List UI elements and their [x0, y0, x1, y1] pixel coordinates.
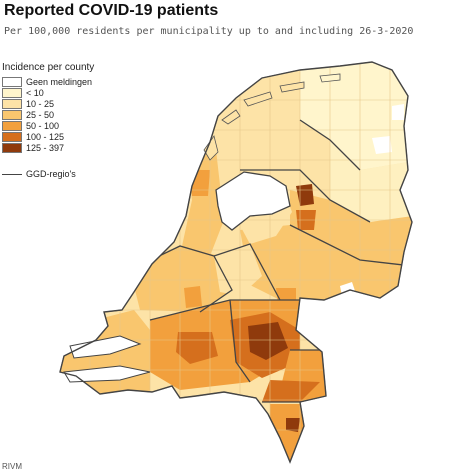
wadden-island-terschelling — [243, 91, 273, 107]
region-brabant-core — [248, 322, 288, 360]
westerschelde-water — [63, 365, 151, 383]
legend-label: 100 - 125 — [26, 131, 65, 142]
legend-label: 10 - 25 — [26, 98, 55, 109]
legend-swatch — [2, 98, 22, 109]
legend: Incidence per county Geen meldingen < 10… — [2, 62, 94, 179]
map-subtitle: Per 100,000 residents per municipality u… — [4, 26, 414, 37]
hotspot-south-holland — [184, 286, 202, 308]
legend-swatch — [2, 142, 22, 153]
netherlands-outline — [59, 61, 413, 464]
region-limburg-hotspot — [286, 418, 300, 432]
legend-swatch — [2, 120, 22, 131]
oosterschelde-water — [69, 335, 142, 359]
boundary-line-swatch — [2, 173, 22, 175]
legend-label: Geen meldingen — [26, 76, 93, 87]
municipality-no-reports-1 — [372, 136, 392, 154]
legend-label: < 10 — [26, 87, 44, 98]
legend-item-ggd-boundary: GGD-regio's — [2, 169, 94, 179]
legend-item-50-100: 50 - 100 — [2, 120, 94, 131]
hotspot-utrecht — [276, 288, 296, 304]
region-limburg-mid — [262, 380, 320, 402]
ijsselmeer-water — [215, 171, 291, 231]
wadden-island-vlieland — [221, 109, 241, 125]
legend-label: 25 - 50 — [26, 109, 55, 120]
legend-swatch — [2, 131, 22, 142]
legend-label: 50 - 100 — [26, 120, 60, 131]
legend-item-25-50: 25 - 50 — [2, 109, 94, 120]
municipality-no-reports-2 — [392, 104, 404, 120]
legend-item-lt10: < 10 — [2, 87, 94, 98]
legend-label: 125 - 397 — [26, 142, 65, 153]
legend-item-10-25: 10 - 25 — [2, 98, 94, 109]
region-drenthe — [330, 140, 412, 222]
legend-swatch — [2, 76, 22, 87]
wadden-island-ameland — [279, 81, 305, 93]
legend-title: Incidence per county — [2, 62, 95, 73]
region-zuid-holland — [130, 246, 232, 312]
legend-swatch — [2, 109, 22, 120]
legend-item-125-397: 125 - 397 — [2, 142, 94, 153]
municipality-layer — [60, 62, 412, 462]
ggd-region-boundaries — [129, 119, 412, 403]
legend-swatch — [2, 87, 22, 98]
source-credit: RIVM — [2, 462, 22, 471]
legend-item-none: Geen meldingen — [2, 76, 94, 87]
legend-label: GGD-regio's — [26, 169, 76, 179]
map-title: Reported COVID-19 patients — [4, 2, 219, 19]
wadden-island-schiermonnikoog — [319, 73, 341, 83]
region-utrecht — [214, 244, 262, 296]
hotspot-ijsselmeer-east — [296, 184, 314, 206]
legend-item-100-125: 100 - 125 — [2, 131, 94, 142]
